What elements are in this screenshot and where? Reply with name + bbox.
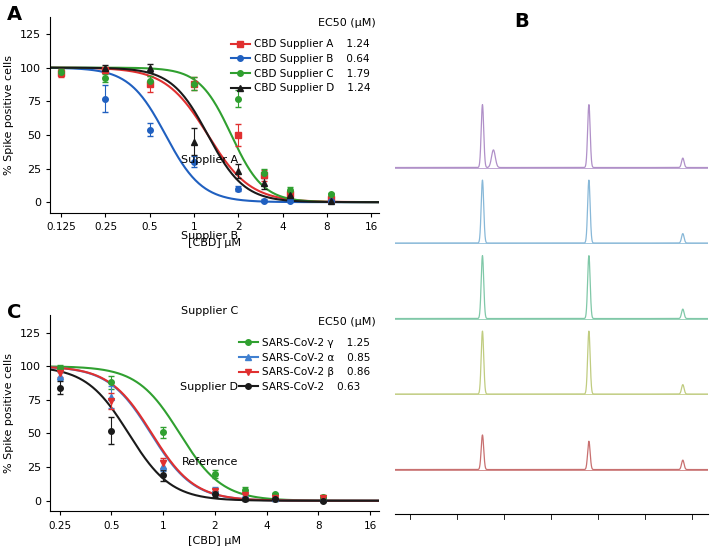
X-axis label: [CBD] μM: [CBD] μM <box>188 238 241 248</box>
Text: Supplier A: Supplier A <box>181 156 238 166</box>
Text: C: C <box>7 303 21 322</box>
Text: Reference: Reference <box>182 458 238 468</box>
Text: Supplier C: Supplier C <box>181 306 238 316</box>
Text: Supplier B: Supplier B <box>181 231 238 241</box>
Text: EC50 (μM): EC50 (μM) <box>317 19 375 29</box>
Text: A: A <box>7 5 22 24</box>
Y-axis label: % Spike positive cells: % Spike positive cells <box>4 353 14 474</box>
Text: EC50 (μM): EC50 (μM) <box>317 317 375 327</box>
X-axis label: [CBD] μM: [CBD] μM <box>188 536 241 546</box>
Legend: CBD Supplier A    1.24, CBD Supplier B    0.64, CBD Supplier C    1.79, CBD Supp: CBD Supplier A 1.24, CBD Supplier B 0.64… <box>231 40 370 94</box>
Y-axis label: % Spike positive cells: % Spike positive cells <box>4 54 14 175</box>
Text: B: B <box>514 12 528 31</box>
Legend: SARS-CoV-2 γ    1.25, SARS-CoV-2 α    0.85, SARS-CoV-2 β    0.86, SARS-CoV-2    : SARS-CoV-2 γ 1.25, SARS-CoV-2 α 0.85, SA… <box>239 338 370 392</box>
Text: Supplier D: Supplier D <box>180 382 238 392</box>
